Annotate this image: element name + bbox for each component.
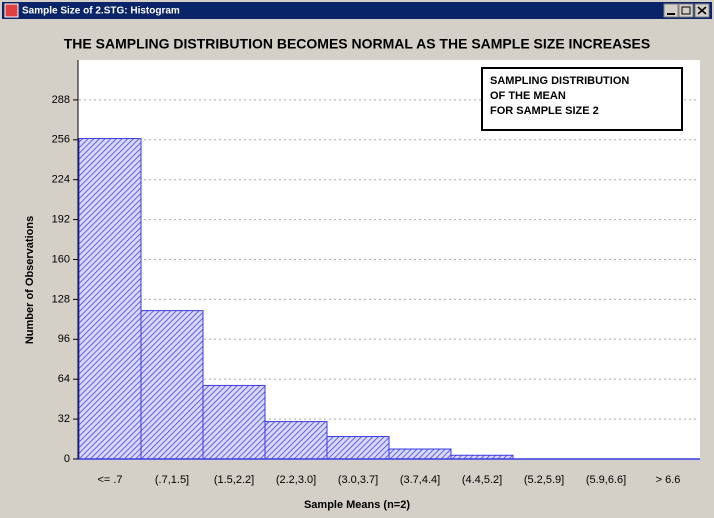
y-tick-label: 192 bbox=[52, 214, 70, 226]
x-axis-label: Sample Means (n=2) bbox=[304, 499, 410, 511]
x-tick-label: (4.4,5.2] bbox=[462, 474, 502, 486]
x-tick-label: (5.2,5.9] bbox=[524, 474, 564, 486]
x-tick-label: (5.9,6.6] bbox=[586, 474, 626, 486]
x-tick-label: > 6.6 bbox=[656, 474, 681, 486]
minimize-button[interactable] bbox=[663, 3, 679, 18]
chart-title: THE SAMPLING DISTRIBUTION BECOMES NORMAL… bbox=[64, 36, 650, 52]
y-axis-label: Number of Observations bbox=[24, 216, 36, 344]
x-tick-label: (2.2,3.0] bbox=[276, 474, 316, 486]
y-tick-label: 32 bbox=[58, 413, 70, 425]
annotation-line: FOR SAMPLE SIZE 2 bbox=[490, 105, 599, 117]
annotation-line: SAMPLING DISTRIBUTION bbox=[490, 75, 629, 87]
y-tick-label: 256 bbox=[52, 134, 70, 146]
y-tick-label: 64 bbox=[58, 373, 70, 385]
title-bar bbox=[2, 2, 712, 19]
x-tick-label: <= .7 bbox=[97, 474, 122, 486]
app-icon bbox=[4, 3, 19, 18]
y-tick-label: 160 bbox=[52, 253, 70, 265]
x-tick-label: (1.5,2.2] bbox=[214, 474, 254, 486]
bar bbox=[388, 448, 452, 460]
annotation-line: OF THE MEAN bbox=[490, 90, 566, 102]
bar bbox=[140, 310, 204, 460]
y-tick-label: 224 bbox=[52, 174, 70, 186]
window-buttons bbox=[663, 3, 710, 18]
bar bbox=[202, 384, 266, 460]
annotation-box bbox=[481, 67, 683, 131]
bar bbox=[264, 421, 328, 460]
bar bbox=[326, 436, 390, 460]
y-tick-label: 128 bbox=[52, 293, 70, 305]
window-title: Sample Size of 2.STG: Histogram bbox=[22, 6, 180, 17]
y-tick-label: 288 bbox=[52, 94, 70, 106]
x-tick-label: (3.7,4.4] bbox=[400, 474, 440, 486]
y-tick-label: 0 bbox=[64, 453, 70, 465]
maximize-button[interactable] bbox=[678, 3, 694, 18]
y-tick-label: 96 bbox=[58, 333, 70, 345]
bar bbox=[78, 138, 142, 460]
x-tick-label: (3.0,3.7] bbox=[338, 474, 378, 486]
x-tick-label: (.7,1.5] bbox=[155, 474, 189, 486]
